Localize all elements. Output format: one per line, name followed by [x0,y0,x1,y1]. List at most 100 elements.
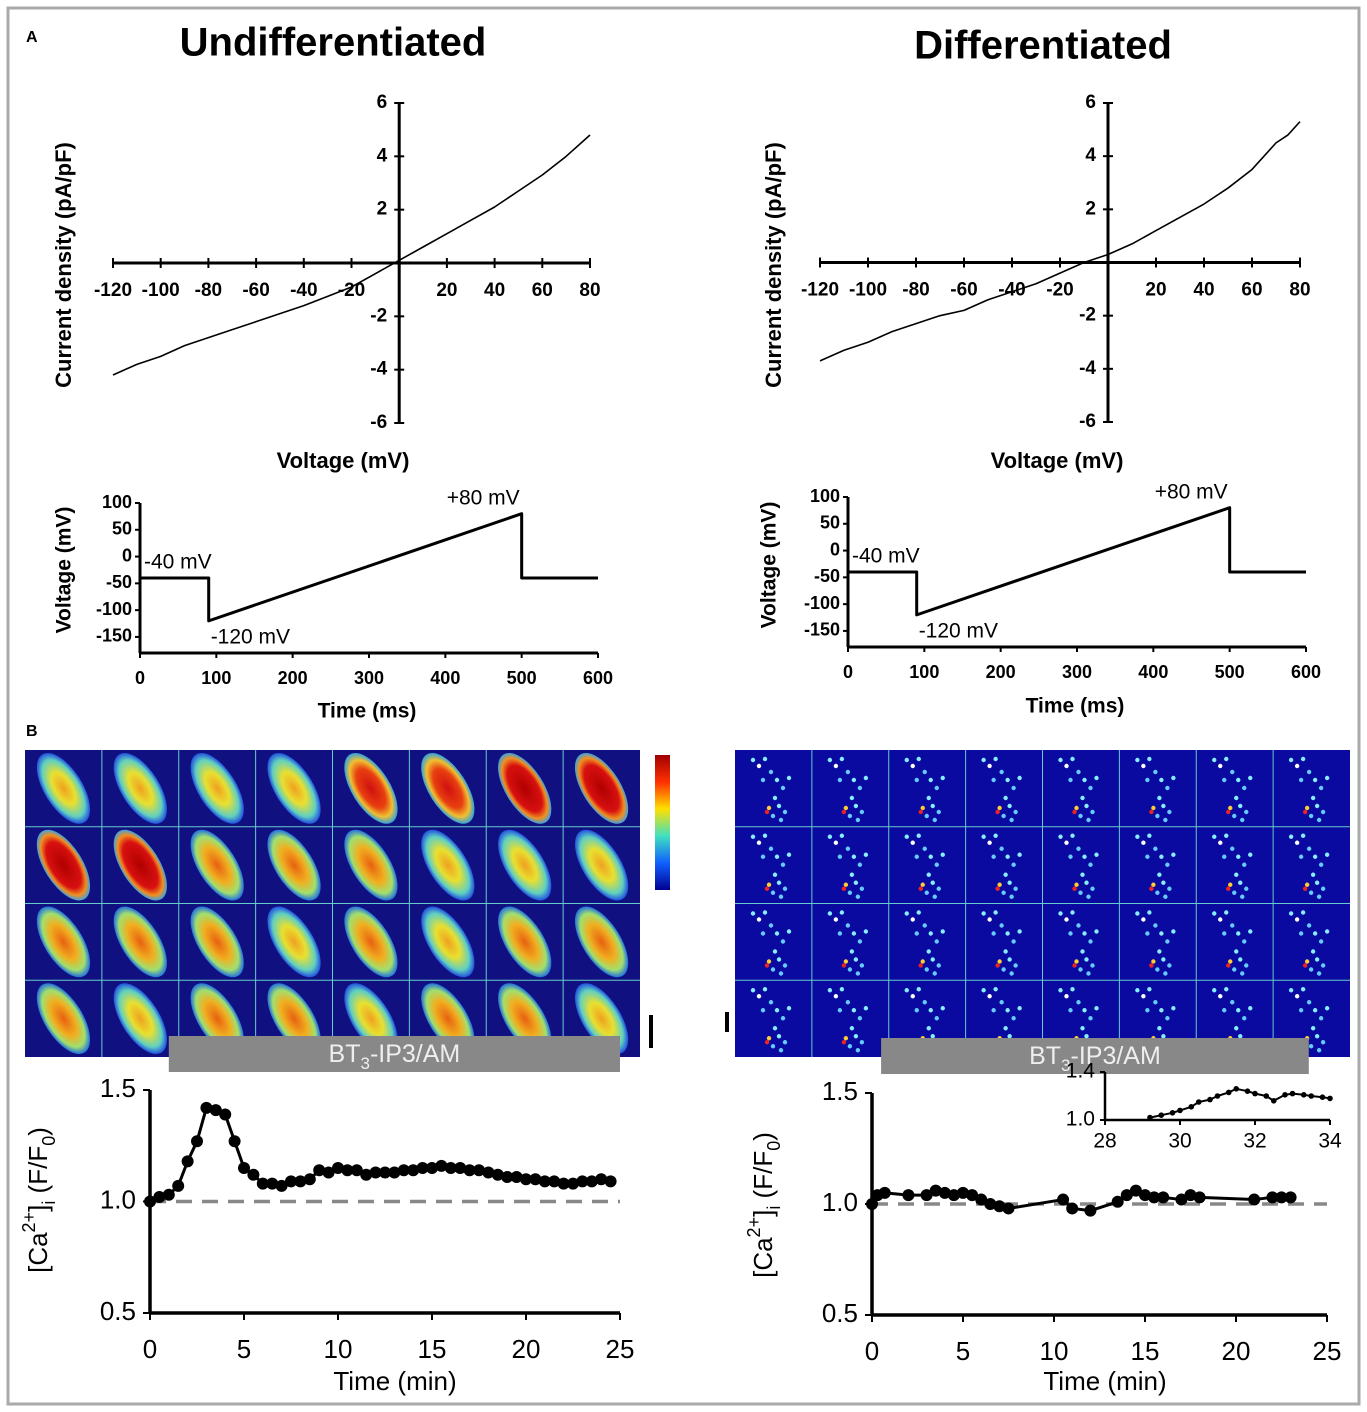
cell-speck [1013,809,1018,815]
cell-image [36,906,91,978]
cell-speck [928,854,933,859]
cell-speck [1248,775,1253,781]
cell-speck [843,1036,849,1041]
data-point [1266,1191,1279,1204]
data-point [1282,1092,1288,1098]
data-point [238,1162,250,1175]
cell-speck [780,939,786,944]
cell-speck [995,886,1000,891]
x-tick-label: -80 [902,280,929,301]
data-point [929,1184,942,1197]
cell-speck [1320,963,1326,968]
cell-speck [1135,834,1140,839]
cell-speck [1094,929,1099,934]
cell-image [267,829,321,901]
cell-speck [837,777,843,783]
label-part: 3 [360,1054,369,1073]
label-part: [Ca [23,1232,53,1273]
cell-speck [987,994,992,999]
data-point [1193,1191,1206,1204]
cell-speck [786,775,792,781]
data-point [1195,1099,1202,1105]
data-point [1084,1204,1097,1217]
cell-speck [1312,1008,1318,1013]
cell-speck [1320,809,1326,815]
data-point [228,1135,241,1148]
data-point [957,1186,969,1199]
cell-speck [1076,846,1081,851]
cell-speck [1248,929,1253,934]
cell-speck [827,988,833,993]
y-tick-label: -50 [106,572,132,592]
cell-speck [1298,854,1304,859]
cell-speck [993,833,998,838]
data-point [1300,1092,1307,1098]
cell-speck [1070,987,1075,992]
cell-speck [1288,911,1294,916]
cell-speck [849,949,855,954]
cell-speck [1302,886,1308,891]
cell-speck [849,795,855,801]
cell-speck [1159,854,1164,859]
cell-image [344,906,398,978]
x-tick-label: -80 [195,280,222,301]
data-point [1308,1093,1315,1099]
cell-speck [981,757,986,763]
data-point [247,1168,260,1181]
x-tick-label: 100 [201,668,231,688]
cell-speck [847,813,853,819]
cell-speck [930,803,935,809]
cell-speck [1009,894,1014,899]
data-line [819,121,1301,362]
cell-speck [918,886,923,891]
cell-speck [1314,880,1320,885]
cell-image [574,829,629,901]
cell-speck [839,910,845,915]
cell-image [498,829,552,901]
cell-speck [940,929,945,934]
cell-speck [1228,805,1233,811]
y-tick-label: -2 [1079,305,1096,326]
cell-speck [1149,963,1154,968]
x-tick-label: 32 [1243,1130,1266,1153]
cell-speck [1151,882,1156,887]
label-part: i [39,1201,59,1205]
cell-speck [1316,971,1322,976]
cell-image [113,829,167,901]
cell-speck [1224,833,1229,838]
cell-speck [1324,929,1330,934]
data-point [604,1175,617,1188]
cell-speck [1171,852,1176,857]
data-point [1057,1193,1070,1206]
cell-speck [936,809,941,815]
cell-speck [1218,763,1223,769]
cell-speck [1300,833,1306,838]
cell-image [498,752,552,824]
data-point [379,1166,391,1179]
x-tick-label: 15 [418,1334,447,1364]
data-point [219,1108,232,1121]
cell-speck [1135,988,1140,993]
cell-speck [1161,1034,1166,1039]
cell-speck [1294,994,1300,999]
data-line [149,1106,611,1203]
data-point [878,1186,891,1199]
cell-speck [1145,777,1150,783]
cell-speck [774,777,780,783]
data-line [112,134,591,376]
cell-speck [920,959,925,964]
x-tick-label: -40 [290,280,317,301]
data-point [350,1164,363,1177]
cell-speck [1064,763,1069,769]
cell-speck [1324,1006,1330,1011]
cell-speck [1003,949,1008,954]
cell-speck [1312,777,1318,783]
cell-speck [786,852,792,857]
cell-speck [1070,756,1075,762]
cell-speck [1076,1000,1081,1005]
data-point [548,1175,561,1188]
cell-speck [936,963,941,968]
cell-speck [863,1006,869,1011]
data-point [200,1101,213,1114]
cell-speck [786,1006,792,1011]
